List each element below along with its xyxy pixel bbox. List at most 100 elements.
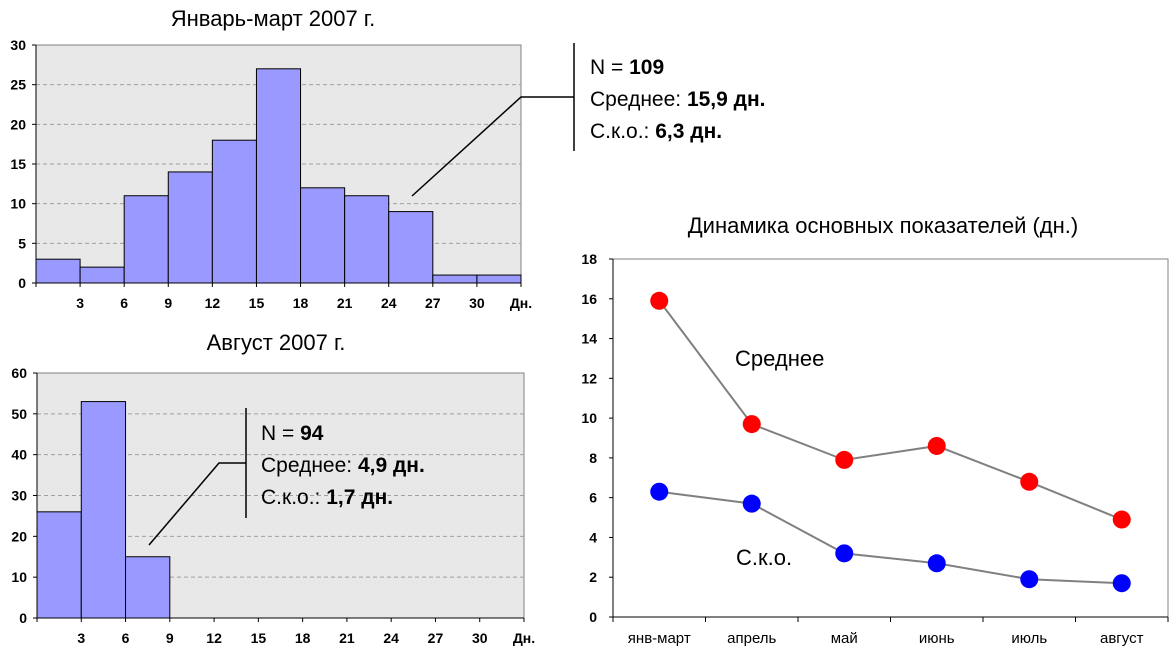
y-tick-label: 0 xyxy=(18,275,26,291)
y-tick-label: 16 xyxy=(581,291,597,307)
x-tick-label: 24 xyxy=(381,295,397,311)
y-tick-label: 20 xyxy=(11,528,27,544)
data-point-mean xyxy=(927,436,946,455)
x-tick-label: 15 xyxy=(249,295,265,311)
bar xyxy=(211,139,257,284)
bar xyxy=(36,511,82,619)
x-tick-label: август xyxy=(1100,630,1144,647)
bar xyxy=(123,195,169,284)
y-tick-label: 15 xyxy=(10,156,26,172)
y-tick-label: 6 xyxy=(589,490,597,506)
x-unit-label: Дн. xyxy=(510,295,532,311)
y-tick-label: 30 xyxy=(10,37,26,53)
data-point-sd xyxy=(742,494,761,513)
data-point-sd xyxy=(835,544,854,563)
data-point-sd xyxy=(1112,574,1131,593)
y-tick-label: 0 xyxy=(589,609,597,625)
x-tick-label: 18 xyxy=(293,295,309,311)
data-point-mean xyxy=(650,291,669,310)
x-tick-label: 27 xyxy=(428,630,444,646)
y-tick-label: 5 xyxy=(18,235,26,251)
y-tick-label: 60 xyxy=(11,365,27,381)
x-tick-label: янв-март xyxy=(628,630,691,647)
y-tick-label: 2 xyxy=(589,569,597,585)
data-point-sd xyxy=(927,554,946,573)
bar xyxy=(125,556,171,619)
x-tick-label: 12 xyxy=(205,295,221,311)
y-tick-label: 0 xyxy=(19,610,27,626)
data-point-sd xyxy=(1020,570,1039,589)
y-tick-label: 14 xyxy=(581,331,597,347)
series-label-sd: С.к.о. xyxy=(736,545,792,570)
series-line-mean xyxy=(658,300,1123,521)
y-tick-label: 10 xyxy=(10,196,26,212)
bar xyxy=(35,258,81,284)
bar xyxy=(432,274,478,284)
stats-sd: С.к.о.: 6,3 дн. xyxy=(590,120,722,143)
y-tick-label: 4 xyxy=(589,529,597,545)
x-tick-label: 24 xyxy=(383,630,399,646)
y-tick-label: 20 xyxy=(10,116,26,132)
histogram-august-title: Август 2007 г. xyxy=(207,330,346,355)
data-point-mean xyxy=(742,415,761,434)
histogram-jan-mar-title: Январь-март 2007 г. xyxy=(171,6,376,31)
series-label-mean: Среднее xyxy=(735,346,824,371)
y-tick-label: 12 xyxy=(581,370,597,386)
line-chart-dynamics: Динамика основных показателей (дн.) 0 2 4 6… xyxy=(581,213,1169,647)
bar xyxy=(300,187,346,284)
x-tick-label: 9 xyxy=(166,630,174,646)
histogram-jan-mar: Январь-март 2007 г. 0 5 10 15 20 25 30 3 6 9 12 15… xyxy=(10,6,532,311)
x-tick-label: 3 xyxy=(77,630,85,646)
data-point-mean xyxy=(835,450,854,469)
y-tick-label: 8 xyxy=(589,450,597,466)
y-tick-label: 30 xyxy=(11,488,27,504)
y-tick-label: 10 xyxy=(581,410,597,426)
data-point-sd xyxy=(650,482,669,501)
histogram-august: Август 2007 г. 0 10 20 30 40 50 60 3 6 9 12 15 18 21… xyxy=(11,330,535,646)
stats-n: N = 94 xyxy=(261,422,324,445)
x-tick-label: 9 xyxy=(164,295,172,311)
x-tick-label: 27 xyxy=(425,295,441,311)
stats-sd: С.к.о.: 1,7 дн. xyxy=(261,486,393,509)
series-line-sd xyxy=(659,490,1122,585)
bar xyxy=(388,211,434,284)
x-tick-label: 30 xyxy=(469,295,485,311)
x-tick-label: 12 xyxy=(206,630,222,646)
bar xyxy=(476,274,522,284)
x-tick-label: 6 xyxy=(122,630,130,646)
x-tick-label: 3 xyxy=(76,295,84,311)
bar xyxy=(80,401,127,619)
x-tick-label: 21 xyxy=(337,295,353,311)
x-unit-label: Дн. xyxy=(513,630,535,646)
stats-n: N = 109 xyxy=(590,56,664,79)
stats-mean: Среднее: 4,9 дн. xyxy=(261,454,425,477)
y-tick-label: 18 xyxy=(581,251,597,267)
stats-leader-line xyxy=(148,462,246,546)
x-tick-label: 21 xyxy=(339,630,355,646)
bar xyxy=(79,266,125,284)
x-tick-label: 30 xyxy=(472,630,488,646)
bar xyxy=(167,171,213,284)
stats-mean: Среднее: 15,9 дн. xyxy=(590,88,766,111)
x-tick-label: 15 xyxy=(251,630,267,646)
line-chart-title: Динамика основных показателей (дн.) xyxy=(688,213,1078,238)
y-tick-label: 25 xyxy=(10,77,26,93)
bar xyxy=(344,195,390,284)
data-point-mean xyxy=(1020,472,1039,491)
x-tick-label: июль xyxy=(1011,630,1047,647)
y-tick-label: 50 xyxy=(11,406,27,422)
y-tick-label: 10 xyxy=(11,569,27,585)
plot-area xyxy=(612,258,1169,618)
stats-box-august: N = 94 Среднее: 4,9 дн. С.к.о.: 1,7 дн. xyxy=(148,408,425,546)
x-tick-label: 18 xyxy=(295,630,311,646)
x-tick-label: 6 xyxy=(120,295,128,311)
stats-box-jan-mar: N = 109 Среднее: 15,9 дн. С.к.о.: 6,3 дн… xyxy=(411,43,766,197)
y-tick-label: 40 xyxy=(11,447,27,463)
data-point-mean xyxy=(1112,510,1131,529)
x-tick-label: май xyxy=(831,630,858,647)
x-tick-label: апрель xyxy=(727,630,776,647)
x-tick-label: июнь xyxy=(919,630,955,647)
bar xyxy=(255,68,302,284)
stats-leader-line xyxy=(411,96,574,197)
